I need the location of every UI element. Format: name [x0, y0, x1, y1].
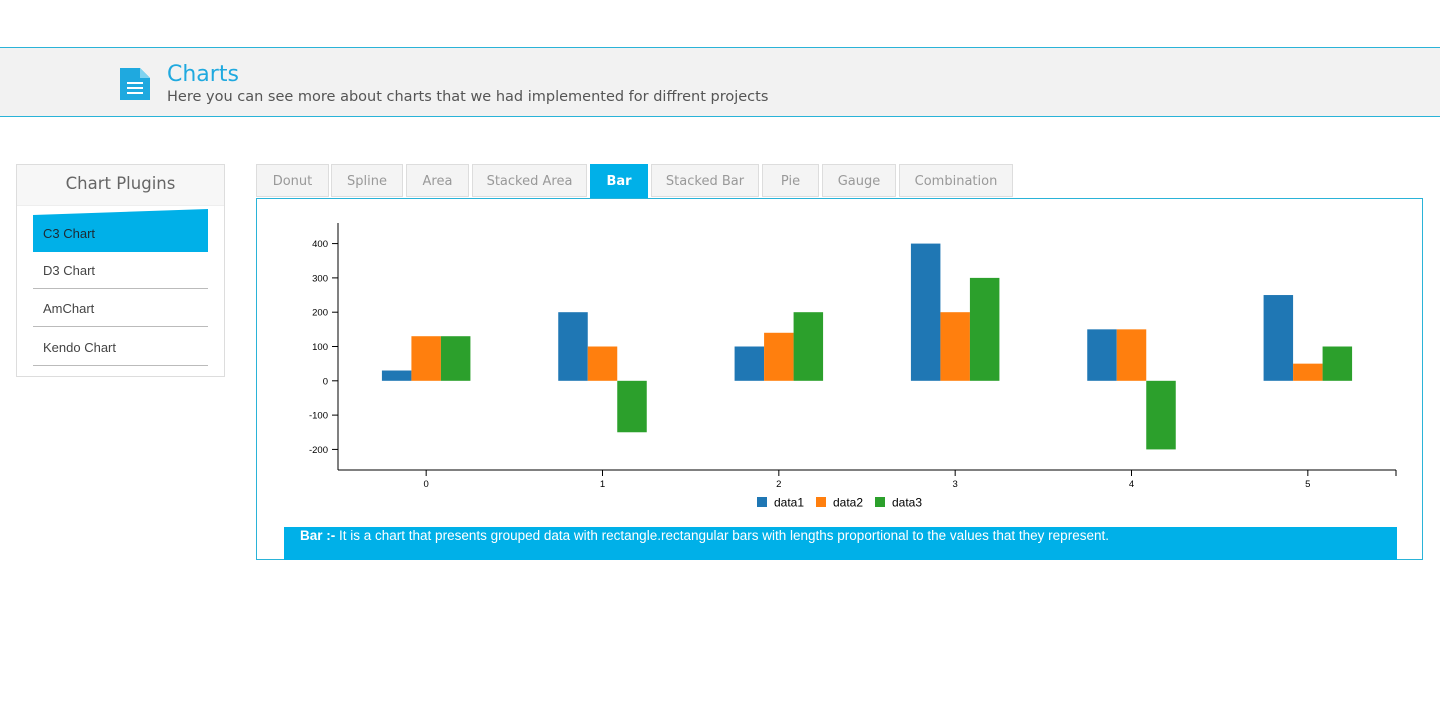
tab-spline[interactable]: Spline [331, 164, 403, 197]
bar-data2-5 [1293, 363, 1323, 381]
tab-bar[interactable]: Bar [590, 164, 648, 200]
sidebar-item-kendo-chart[interactable]: Kendo Chart [33, 329, 208, 366]
bar-data3-2 [793, 312, 824, 381]
page-subtitle: Here you can see more about charts that … [167, 89, 769, 105]
sidebar-item-label: AmChart [43, 301, 95, 316]
bar-data1-2 [734, 346, 765, 381]
y-tick-label: 0 [323, 376, 328, 387]
bar-data2-3 [940, 312, 970, 381]
x-tick-label: 0 [424, 479, 429, 490]
bar-data3-1 [617, 380, 647, 433]
bar-data3-4 [1146, 380, 1176, 450]
chart-plugins-panel: Chart Plugins C3 Chart D3 Chart AmChart … [16, 164, 225, 377]
bar-data2-0 [411, 336, 441, 381]
y-tick-label: 200 [312, 308, 328, 319]
bar-chart: -200 -100 0 100 200 300 400 0 1 2 3 4 5 data1 data2 dat… [309, 223, 1397, 510]
x-tick-label: 4 [1129, 479, 1134, 490]
legend-swatch-data2 [816, 497, 826, 507]
sidebar-item-label: C3 Chart [43, 226, 96, 241]
bar-data1-4 [1087, 329, 1117, 381]
bar-data1-0 [381, 370, 412, 381]
y-tick-label: -100 [309, 411, 328, 422]
x-tick-label: 2 [776, 479, 781, 490]
bar-data1-1 [558, 312, 588, 381]
tab-stacked-area[interactable]: Stacked Area [472, 164, 587, 197]
description-text: It is a chart that presents grouped data… [335, 528, 1109, 543]
y-tick-label: 400 [312, 239, 328, 250]
sidebar-item-amchart[interactable]: AmChart [33, 290, 208, 327]
bar-data1-3 [910, 243, 941, 381]
bar-data2-2 [764, 332, 794, 381]
chart-panel: -200 -100 0 100 200 300 400 0 1 2 3 4 5 data1 data2 dat… [256, 198, 1423, 560]
y-tick-label: 100 [312, 342, 328, 353]
sidebar-item-label: D3 Chart [43, 263, 96, 278]
bar-data3-0 [440, 336, 471, 381]
bar-data1-5 [1263, 295, 1294, 381]
tab-area[interactable]: Area [406, 164, 469, 197]
page-header: Charts Here you can see more about chart… [0, 47, 1440, 117]
legend-swatch-data3 [875, 497, 885, 507]
page-title: Charts [167, 62, 239, 87]
description-term: Bar :- [300, 528, 336, 543]
legend-label-data1: data1 [774, 496, 804, 510]
tab-stacked-bar[interactable]: Stacked Bar [651, 164, 759, 197]
tab-combination[interactable]: Combination [899, 164, 1013, 197]
sidebar-title: Chart Plugins [17, 165, 224, 206]
legend-label-data3: data3 [892, 496, 922, 510]
tab-donut[interactable]: Donut [256, 164, 329, 197]
sidebar-item-d3-chart[interactable]: D3 Chart [33, 252, 208, 289]
tab-gauge[interactable]: Gauge [822, 164, 896, 197]
sidebar-item-c3-chart[interactable]: C3 Chart [33, 209, 208, 252]
y-tick-label: 300 [312, 273, 328, 284]
legend-swatch-data1 [757, 497, 767, 507]
bar-data3-3 [969, 277, 1000, 381]
document-icon [120, 68, 150, 100]
tab-pie[interactable]: Pie [762, 164, 819, 197]
bar-data3-5 [1322, 346, 1353, 381]
x-tick-label: 1 [600, 479, 605, 490]
y-tick-label: -200 [309, 445, 328, 456]
chart-description: Bar :- It is a chart that presents group… [284, 527, 1397, 560]
bar-data2-4 [1116, 329, 1147, 381]
x-tick-label: 3 [953, 479, 958, 490]
sidebar-item-label: Kendo Chart [43, 340, 116, 355]
bar-data2-1 [587, 346, 618, 381]
x-tick-label: 5 [1305, 479, 1310, 490]
legend-label-data2: data2 [833, 496, 863, 510]
